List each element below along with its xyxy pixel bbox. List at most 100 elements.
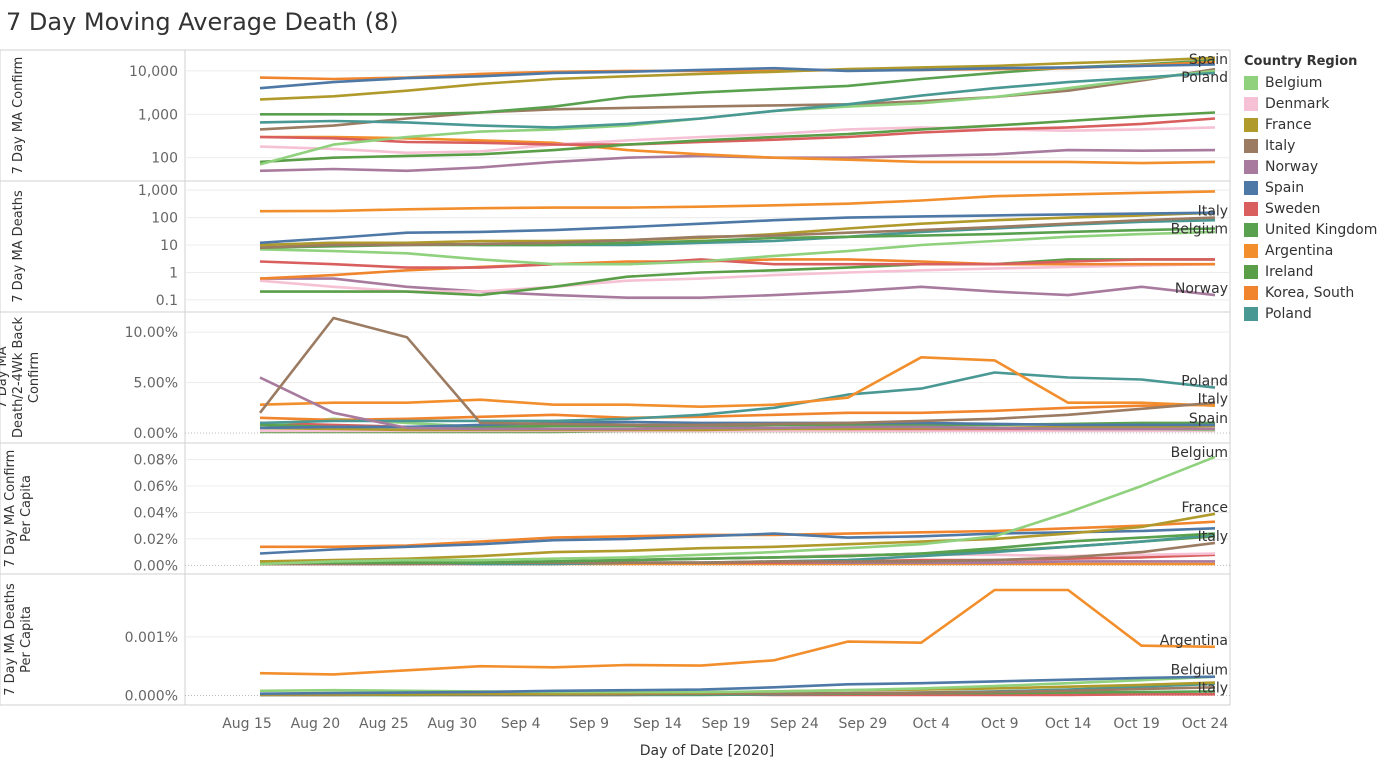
series-line-france [259, 56, 1216, 101]
legend-title: Country Region [1244, 54, 1358, 69]
series-line-norway [260, 277, 1216, 299]
y-axis-label: Death/2-4Wk Back [11, 317, 26, 438]
series-line-korea-south [259, 403, 1216, 422]
legend-item-spain[interactable]: Spain [1244, 177, 1380, 198]
x-tick-label: Oct 24 [1182, 716, 1229, 732]
y-tick-label: 100 [151, 151, 178, 167]
series-line-norway [259, 376, 1215, 431]
series-line-spain [259, 527, 1216, 555]
legend-item-norway[interactable]: Norway [1244, 156, 1380, 177]
legend-swatch [1244, 138, 1258, 153]
legend-item-korea-south[interactable]: Korea, South [1244, 282, 1380, 303]
y-axis-label: Per Capita [19, 606, 34, 673]
y-tick-label: 1,000 [138, 183, 178, 199]
series-line-korea-south [259, 258, 1215, 280]
series-end-label: Spain [1189, 411, 1228, 427]
series-end-label: Poland [1181, 374, 1228, 390]
legend-label: Belgium [1265, 74, 1323, 91]
series-end-label: Italy [1198, 204, 1228, 220]
legend-item-france[interactable]: France [1244, 114, 1380, 135]
x-tick-label: Aug 30 [427, 716, 477, 732]
series-line-denmark [259, 126, 1216, 155]
series-end-label: Italy [1198, 529, 1228, 545]
legend-label: Ireland [1265, 263, 1314, 280]
series-line-poland [259, 71, 1216, 129]
legend-label: Spain [1265, 179, 1305, 196]
legend-label: Norway [1265, 158, 1319, 175]
series-line-france [259, 424, 1216, 432]
series-end-label: Poland [1181, 70, 1228, 86]
y-axis-label: 7 Day MA Confirm [3, 450, 18, 568]
y-tick-label: 0.1 [156, 293, 178, 309]
y-tick-label: 10.00% [125, 325, 178, 341]
x-tick-label: Sep 24 [770, 716, 819, 732]
y-tick-label: 0.001% [125, 630, 178, 646]
legend-item-denmark[interactable]: Denmark [1244, 93, 1380, 114]
y-tick-label: 1 [169, 265, 178, 281]
y-tick-label: 100 [151, 211, 178, 227]
legend-item-poland[interactable]: Poland [1244, 303, 1380, 324]
legend-item-italy[interactable]: Italy [1244, 135, 1380, 156]
legend-item-belgium[interactable]: Belgium [1244, 72, 1380, 93]
legend-item-ireland[interactable]: Ireland [1244, 261, 1380, 282]
x-tick-label: Sep 19 [702, 716, 751, 732]
series-line-spain [259, 211, 1216, 245]
series-line-ireland [259, 111, 1216, 164]
series-line-sweden [259, 258, 1215, 269]
y-tick-label: 0.08% [134, 453, 178, 469]
legend[interactable]: Country Region Belgium Denmark France Italy… [1244, 54, 1380, 324]
legend-swatch [1244, 159, 1258, 174]
y-tick-label: 0.06% [134, 479, 178, 495]
series-line-spain [259, 63, 1216, 90]
series-end-label: Norway [1175, 281, 1228, 297]
y-axis-label: Confirm [27, 352, 42, 403]
series-line-italy [259, 67, 1216, 131]
y-tick-label: 1,000 [138, 107, 178, 123]
legend-swatch [1244, 117, 1258, 132]
legend-swatch [1244, 201, 1258, 216]
series-line-argentina [259, 190, 1216, 213]
x-tick-label: Sep 9 [569, 716, 609, 732]
legend-label: United Kingdom [1265, 221, 1378, 238]
series-line-belgium [259, 675, 1216, 694]
series-end-label: France [1181, 500, 1228, 516]
legend-item-sweden[interactable]: Sweden [1244, 198, 1380, 219]
legend-swatch [1244, 75, 1258, 90]
series-line-ireland [260, 258, 1215, 297]
series-line-argentina [259, 356, 1216, 408]
series-line-italy [258, 316, 1216, 427]
chart-title: 7 Day Moving Average Death (8) [6, 8, 399, 36]
series-end-label: Belgium [1171, 445, 1228, 461]
series-line-belgium [259, 230, 1216, 266]
x-tick-label: Aug 25 [359, 716, 409, 732]
y-axis-label: Per Capita [19, 475, 34, 542]
x-tick-label: Sep 29 [839, 716, 888, 732]
legend-swatch [1244, 264, 1258, 279]
series-line-united-kingdom [260, 532, 1216, 564]
y-tick-label: 0.00% [134, 426, 178, 442]
y-axis-label: 7 Day MA Confirm [11, 57, 26, 175]
series-line-belgium [259, 455, 1216, 566]
legend-label: Korea, South [1265, 284, 1355, 301]
legend-label: Denmark [1265, 95, 1330, 112]
series-end-label: Argentina [1160, 633, 1228, 649]
series-end-label: Italy [1198, 681, 1228, 697]
series-end-label: Belgium [1171, 222, 1228, 238]
legend-label: Argentina [1265, 242, 1334, 259]
y-axis-label: 7 Day MA Deaths [3, 583, 18, 696]
legend-item-united-kingdom[interactable]: United Kingdom [1244, 219, 1380, 240]
y-axis-label: 7 Day MA Deaths [11, 190, 26, 303]
series-line-argentina [260, 135, 1216, 165]
y-axis-label: 7 Day MA [0, 346, 10, 408]
series-line-spain [259, 420, 1215, 430]
legend-item-argentina[interactable]: Argentina [1244, 240, 1380, 261]
y-tick-label: 5.00% [134, 376, 178, 392]
x-tick-label: Sep 4 [501, 716, 541, 732]
y-tick-label: 0.00% [134, 558, 178, 574]
x-tick-label: Oct 9 [981, 716, 1019, 732]
legend-label: France [1265, 116, 1312, 133]
legend-label: Italy [1265, 137, 1296, 154]
x-tick-label: Sep 14 [633, 716, 682, 732]
legend-swatch [1244, 96, 1258, 111]
